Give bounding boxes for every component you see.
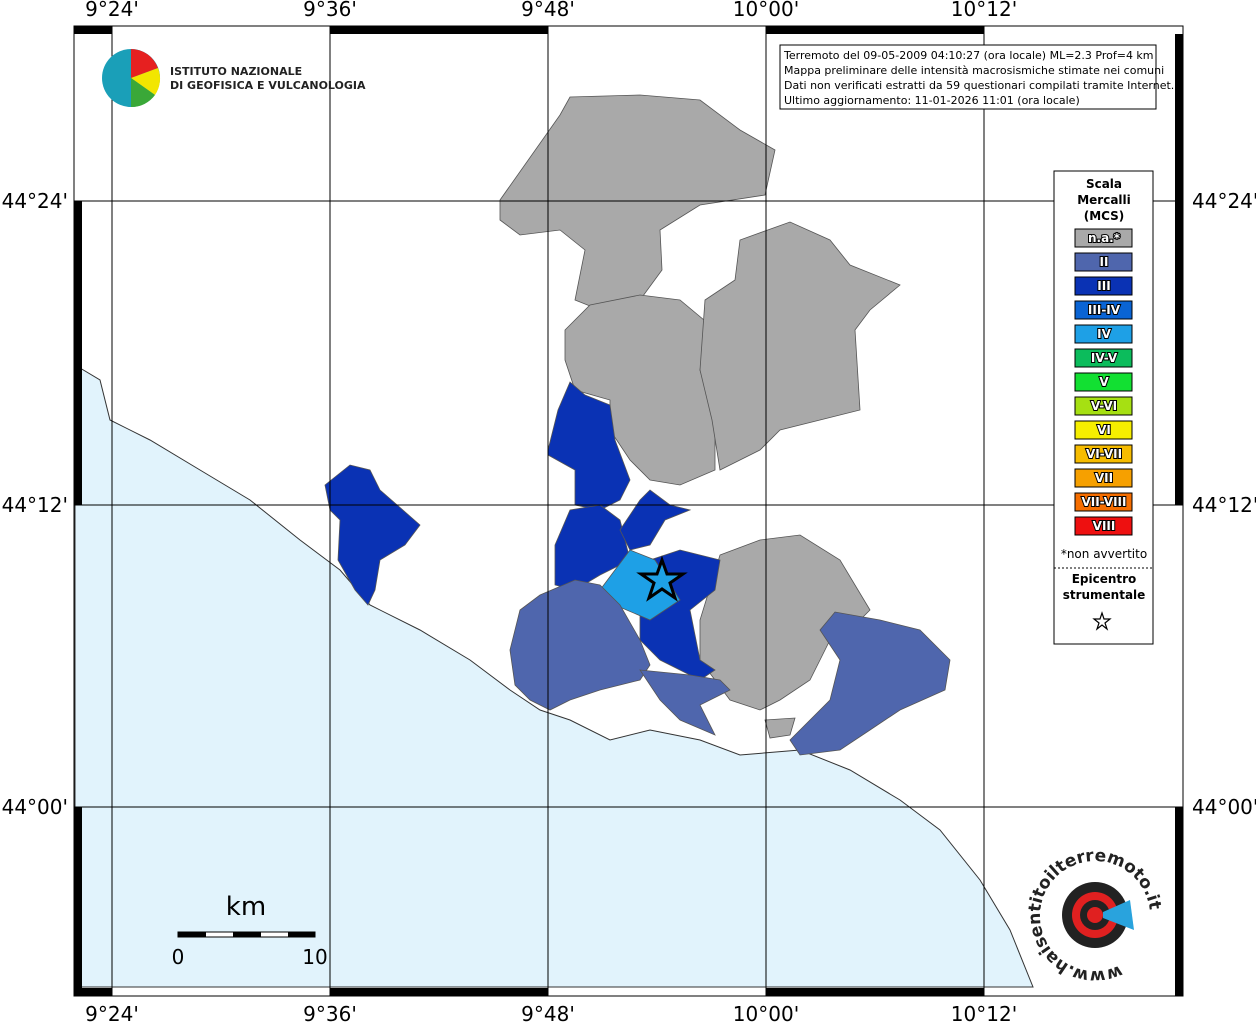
info-text: Terremoto del 09-05-2009 04:10:27 (ora l… <box>783 49 1174 107</box>
legend-label: III <box>1097 279 1110 293</box>
epicenter-star <box>636 555 688 602</box>
legend-label: n.a.* <box>1088 231 1121 245</box>
municipalities <box>324 94 951 756</box>
sea <box>74 364 1034 988</box>
lon-label: 10°12' <box>951 1002 1017 1024</box>
lon-label: 10°00' <box>733 0 799 21</box>
legend-title: (MCS) <box>1084 209 1125 223</box>
legend-label: VI-VII <box>1086 447 1122 461</box>
legend-swatch <box>1074 372 1133 392</box>
legend-label: II <box>1100 255 1109 269</box>
legend-epicenter: strumentale <box>1063 588 1146 602</box>
lat-label: 44°24' <box>1192 189 1256 213</box>
legend-swatch <box>1074 252 1133 272</box>
info-box <box>779 44 1157 110</box>
legend-title: Scala <box>1086 177 1122 191</box>
legend-swatch <box>1074 492 1133 512</box>
legend-label: V-VI <box>1091 399 1117 413</box>
lon-label: 9°24' <box>85 0 139 21</box>
legend-swatch <box>1074 300 1133 320</box>
legend-epicenter: Epicentro <box>1072 572 1137 586</box>
scale-start: 0 <box>172 945 185 969</box>
legend-swatch <box>1074 420 1133 440</box>
legend-swatch <box>1074 444 1133 464</box>
lon-label: 9°48' <box>521 0 575 21</box>
legend: ScalaMercalli(MCS)n.a.*IIIIIIII-IVIVIV-V… <box>1061 177 1147 602</box>
legend-swatch <box>1074 276 1133 296</box>
info-line: Terremoto del 09-05-2009 04:10:27 (ora l… <box>783 49 1154 62</box>
legend-label: V <box>1099 375 1109 389</box>
legend-swatch <box>1074 228 1133 248</box>
legend-label: IV <box>1097 327 1111 341</box>
lon-label: 10°00' <box>733 1002 799 1024</box>
ingv-logo: ISTITUTO NAZIONALE DI GEOFISICA E VULCAN… <box>102 49 366 108</box>
logo-text: ISTITUTO NAZIONALE <box>170 65 302 78</box>
lat-label: 44°00' <box>2 795 68 819</box>
lon-label: 9°48' <box>521 1002 575 1024</box>
legend-label: VIII <box>1093 519 1116 533</box>
legend-swatch <box>1074 516 1133 536</box>
lat-label: 44°00' <box>1192 795 1256 819</box>
legend-label: III-IV <box>1088 303 1121 317</box>
info-line: Ultimo aggiornamento: 11-01-2026 11:01 (… <box>784 94 1080 107</box>
legend-swatch <box>1074 348 1133 368</box>
legend-label: VI <box>1097 423 1111 437</box>
lat-label: 44°12' <box>1192 493 1256 517</box>
legend-label: VII <box>1095 471 1113 485</box>
legend-note: *non avvertito <box>1061 547 1147 561</box>
legend-title: Mercalli <box>1077 193 1131 207</box>
legend-star <box>1092 611 1112 631</box>
legend-swatch <box>1074 324 1133 344</box>
legend-label: VII-VIII <box>1081 495 1126 509</box>
lon-label: 9°24' <box>85 1002 139 1024</box>
info-line: Dati non verificati estratti da 59 quest… <box>784 79 1174 92</box>
legend-label: IV-V <box>1091 351 1118 365</box>
scale-end: 10 <box>302 945 327 969</box>
scale-bar: km 0 10 <box>172 892 328 969</box>
legend-swatch <box>1074 396 1133 416</box>
scale-unit: km <box>226 892 266 922</box>
info-line: Mappa preliminare delle intensità macros… <box>784 64 1164 77</box>
lon-label: 9°36' <box>303 0 357 21</box>
logo-text: DI GEOFISICA E VULCANOLOGIA <box>170 79 366 92</box>
lat-label: 44°12' <box>2 493 68 517</box>
lon-label: 9°36' <box>303 1002 357 1024</box>
lon-label: 10°12' <box>951 0 1017 21</box>
graticule <box>74 26 1183 996</box>
lat-label: 44°24' <box>2 189 68 213</box>
legend-swatch <box>1074 468 1133 488</box>
frame-ticks <box>74 26 1183 996</box>
